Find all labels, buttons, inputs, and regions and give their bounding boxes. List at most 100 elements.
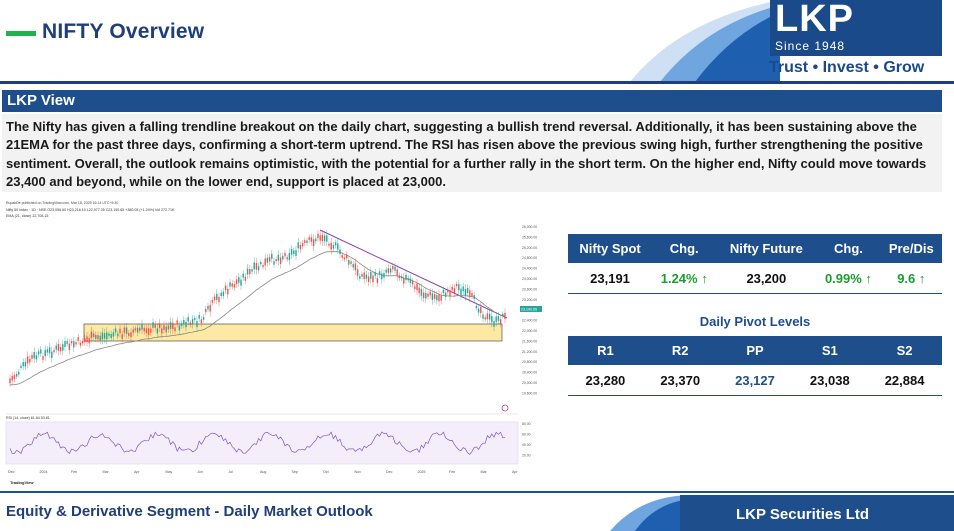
footer-company-name: LKP Securities Ltd — [736, 506, 870, 523]
candle — [405, 274, 407, 280]
candle — [48, 347, 51, 354]
candle — [185, 321, 187, 328]
candle — [18, 371, 20, 375]
chart-legend-ema: EMA (21, close) 22,708.15 — [6, 214, 48, 218]
candle — [350, 261, 352, 264]
lkp-view-title: LKP View — [7, 92, 75, 109]
candle — [444, 292, 447, 297]
candle — [86, 336, 88, 343]
candle — [334, 242, 337, 246]
time-axis-label: Nov — [355, 470, 362, 474]
logo-text: LKP — [775, 0, 854, 40]
candle — [150, 328, 152, 333]
candle — [449, 290, 451, 297]
pre-dis-value: 9.6 ↑ — [880, 263, 942, 294]
candle — [97, 335, 99, 340]
candle — [466, 288, 469, 293]
candle — [389, 268, 392, 273]
candle — [308, 237, 310, 240]
candle — [319, 235, 321, 241]
candle — [332, 245, 335, 249]
candle — [451, 286, 453, 291]
candle — [502, 313, 504, 316]
candle — [196, 321, 198, 327]
price-axis-label: 23,600.00 — [522, 287, 537, 291]
time-axis-label: Apr — [512, 470, 518, 474]
candle — [427, 293, 429, 297]
candle — [246, 268, 249, 275]
candle — [103, 333, 106, 339]
candle — [211, 300, 214, 303]
time-axis-label: Dec — [8, 470, 15, 474]
col-r1: R1 — [568, 336, 643, 365]
candle — [227, 288, 229, 295]
candle — [453, 288, 456, 294]
candle — [112, 332, 115, 337]
col-pp: PP — [717, 336, 793, 365]
candle — [363, 272, 365, 280]
candle — [121, 334, 123, 339]
candle — [139, 327, 141, 331]
candle — [284, 252, 286, 257]
nifty-spot-table: Nifty Spot Chg. Nifty Future Chg. Pre/Di… — [568, 234, 942, 294]
candle — [365, 274, 368, 279]
candle — [477, 308, 480, 313]
candle — [279, 257, 282, 264]
candle — [264, 258, 266, 266]
candle — [442, 289, 445, 293]
candle — [114, 328, 117, 333]
candle — [169, 322, 172, 329]
candle — [480, 306, 482, 314]
time-axis-label: Apr — [134, 470, 140, 474]
col-chg: Chg. — [652, 234, 717, 263]
candle — [297, 242, 299, 249]
price-axis-label: 21,600.00 — [522, 339, 537, 343]
price-axis-label: 22,000.00 — [522, 329, 537, 333]
price-axis-label: 24,800.00 — [522, 256, 537, 260]
candle — [84, 338, 86, 343]
price-axis-label: 24,000.00 — [522, 277, 537, 281]
candle — [167, 325, 170, 330]
candle — [66, 341, 68, 344]
candle — [163, 325, 165, 330]
rsi-pane — [5, 421, 519, 465]
col-pre-dis: Pre/Dis — [880, 234, 942, 263]
candle — [22, 362, 24, 367]
table-row: 23,280 23,370 23,127 23,038 22,884 — [568, 365, 942, 396]
candle — [411, 281, 414, 285]
candle — [306, 240, 308, 243]
candles-group — [9, 229, 506, 388]
candle — [464, 289, 467, 296]
candle — [81, 340, 84, 344]
candle — [88, 338, 90, 344]
candle — [486, 313, 489, 320]
candle — [310, 237, 313, 242]
candle — [251, 269, 253, 272]
candle — [209, 304, 211, 312]
candle — [312, 239, 315, 247]
candle — [143, 327, 145, 332]
candle — [53, 350, 55, 353]
candle — [11, 375, 13, 381]
candle — [299, 245, 302, 250]
candle — [242, 273, 244, 278]
candle — [433, 294, 436, 299]
candle — [286, 257, 288, 260]
r1-value: 23,280 — [568, 365, 643, 396]
r2-value: 23,370 — [642, 365, 718, 396]
price-axis-label: 19,600.00 — [522, 391, 537, 395]
candle — [293, 250, 295, 255]
candle — [330, 242, 332, 250]
candle — [493, 321, 495, 327]
candle — [229, 282, 231, 287]
nifty-spot-value: 23,191 — [568, 263, 653, 294]
candle — [471, 293, 473, 297]
candle — [497, 315, 500, 321]
candle — [447, 289, 449, 293]
candle — [134, 328, 137, 331]
candle — [374, 272, 376, 276]
candle — [429, 291, 431, 296]
candle — [341, 255, 343, 258]
candle — [400, 276, 403, 279]
candle — [359, 276, 361, 279]
